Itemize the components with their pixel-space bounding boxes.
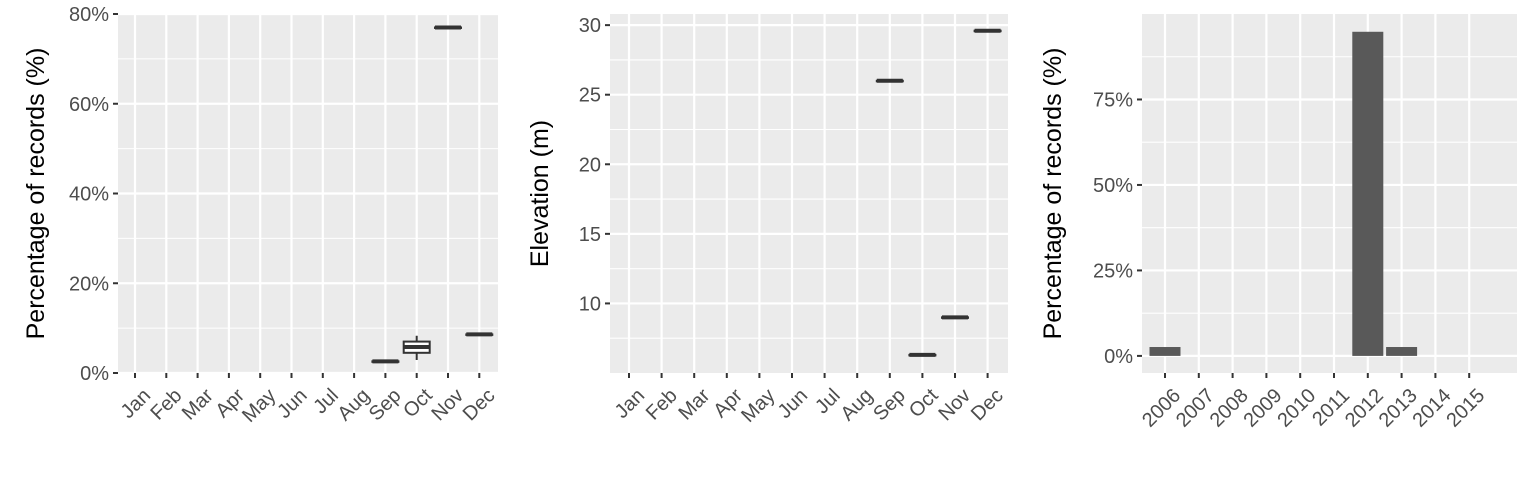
y-tick-label: 75%: [1093, 89, 1133, 111]
box-oct: [402, 335, 431, 360]
box-nov: [941, 315, 969, 320]
x-tick-label: Jan: [117, 385, 155, 423]
x-tick-label: Nov: [934, 385, 975, 426]
x-tick-label: Jan: [611, 385, 649, 423]
y-tick-label: 40%: [69, 184, 109, 206]
x-tick-label: Sep: [869, 385, 910, 426]
y-tick-label: 15: [579, 224, 601, 246]
x-tick-label: Dec: [459, 385, 500, 426]
x-tick-label: Oct: [399, 384, 437, 422]
x-tick-label: Aug: [334, 385, 375, 426]
y-tick-label: 10: [579, 293, 601, 315]
y-tick-label: 25: [579, 85, 601, 107]
y-tick-label: 20%: [69, 273, 109, 295]
x-tick-label: Feb: [642, 385, 682, 425]
x-tick-label: Jun: [774, 385, 812, 423]
panel-1: 0%20%40%60%80%JanFebMarAprMayJunJulAugSe…: [22, 4, 499, 427]
y-axis-title: Percentage of records (%): [22, 48, 50, 340]
x-tick-label: Mar: [178, 384, 218, 424]
x-tick-label: Jun: [273, 385, 311, 423]
panel-3: 0%25%50%75%20062007200820092010201120122…: [1039, 14, 1517, 432]
box-dec: [973, 28, 1002, 33]
box-dec: [465, 332, 494, 337]
y-axis-title: Elevation (m): [526, 120, 554, 267]
bar-2013: [1386, 347, 1418, 356]
box-sep: [371, 359, 400, 364]
x-tick-label: 2013: [1375, 385, 1422, 432]
panel-background: [610, 14, 1008, 373]
x-tick-label: 2015: [1442, 385, 1489, 432]
x-tick-label: Sep: [365, 385, 406, 426]
y-tick-label: 25%: [1093, 260, 1133, 282]
y-tick-label: 30: [579, 15, 601, 37]
box-oct: [908, 352, 937, 357]
x-tick-label: 2008: [1206, 385, 1253, 432]
x-tick-label: 2014: [1409, 385, 1456, 432]
box-nov: [434, 25, 462, 30]
y-tick-label: 50%: [1093, 175, 1133, 197]
x-tick-label: 2006: [1138, 385, 1185, 432]
box-sep: [875, 78, 904, 83]
x-tick-label: Feb: [147, 385, 187, 425]
y-axis-title: Percentage of records (%): [1039, 48, 1067, 340]
y-tick-label: 80%: [69, 4, 109, 26]
y-tick-label: 0%: [1104, 346, 1133, 368]
bar-2006: [1149, 347, 1181, 356]
x-tick-label: May: [737, 385, 779, 427]
x-tick-label: 2009: [1240, 385, 1287, 432]
x-tick-label: Nov: [427, 385, 468, 426]
panel-2: 1015202530JanFebMarAprMayJunJulAugSepOct…: [526, 14, 1008, 427]
y-tick-label: 60%: [69, 94, 109, 116]
x-tick-label: Oct: [905, 384, 943, 422]
y-tick-label: 20: [579, 154, 601, 176]
x-tick-label: Dec: [967, 385, 1008, 426]
x-tick-label: 2007: [1172, 385, 1219, 432]
y-tick-label: 0%: [80, 363, 109, 385]
x-tick-label: Aug: [837, 385, 878, 426]
x-tick-label: 2012: [1341, 385, 1388, 432]
x-tick-label: 2010: [1273, 385, 1320, 432]
bar-2012: [1352, 31, 1384, 356]
x-tick-label: Mar: [674, 384, 714, 424]
